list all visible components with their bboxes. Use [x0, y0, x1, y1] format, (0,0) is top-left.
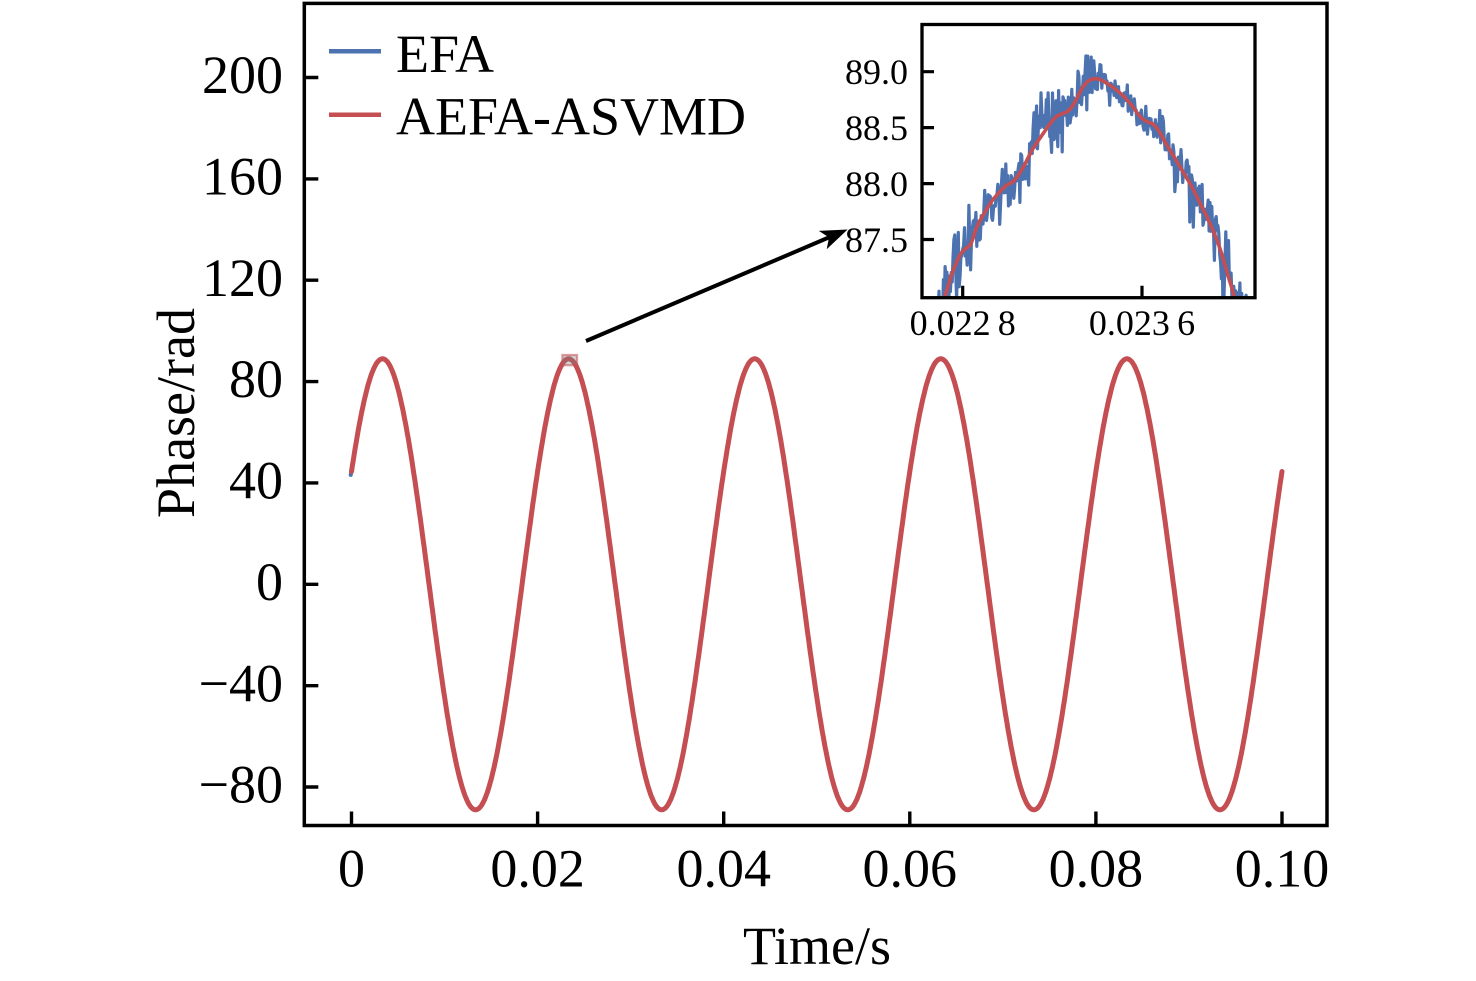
- svg-text:120: 120: [202, 248, 283, 308]
- svg-text:160: 160: [202, 147, 283, 207]
- svg-text:0: 0: [256, 552, 283, 612]
- svg-text:40: 40: [229, 451, 283, 511]
- svg-text:80: 80: [229, 349, 283, 409]
- svg-text:−40: −40: [199, 653, 283, 713]
- svg-text:Time/s: Time/s: [743, 916, 891, 976]
- svg-text:0.06: 0.06: [863, 839, 958, 899]
- svg-text:0.022 8: 0.022 8: [910, 303, 1016, 343]
- svg-text:0.04: 0.04: [676, 839, 771, 899]
- svg-text:0.023 6: 0.023 6: [1089, 303, 1195, 343]
- svg-text:0.10: 0.10: [1235, 839, 1330, 899]
- svg-text:200: 200: [202, 45, 283, 105]
- svg-text:89.0: 89.0: [845, 52, 908, 92]
- svg-text:Phase/rad: Phase/rad: [146, 308, 206, 518]
- svg-text:88.0: 88.0: [845, 164, 908, 204]
- svg-text:0: 0: [338, 839, 365, 899]
- svg-text:EFA: EFA: [396, 24, 494, 84]
- svg-text:0.08: 0.08: [1049, 839, 1144, 899]
- svg-text:−80: −80: [199, 755, 283, 815]
- svg-text:0.02: 0.02: [490, 839, 585, 899]
- svg-text:88.5: 88.5: [845, 108, 908, 148]
- svg-text:AEFA-ASVMD: AEFA-ASVMD: [396, 87, 746, 147]
- svg-text:87.5: 87.5: [845, 220, 908, 260]
